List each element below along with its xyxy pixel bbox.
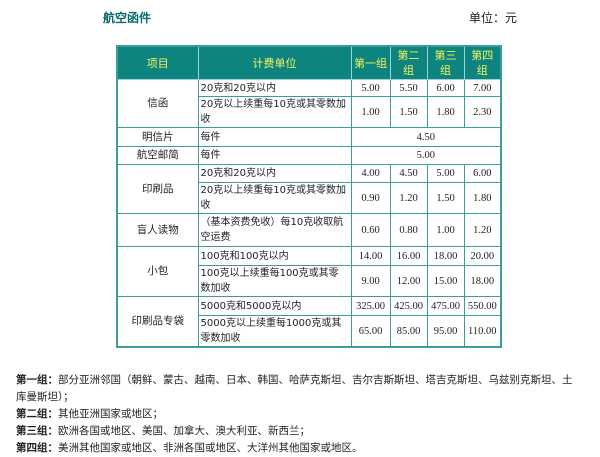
note-text: 欧洲各国或地区、美国、加拿大、澳大利亚、新西兰；	[58, 425, 310, 437]
table-row: 明信片 每件 4.50	[116, 127, 502, 147]
table-row: 100克以上续重每100克或其零数加收 9.00 12.00 15.00 18.…	[117, 265, 502, 297]
item-cell: 印刷品	[116, 164, 199, 214]
note-group3: 第三组：欧洲各国或地区、美国、加拿大、澳大利亚、新西兰；	[16, 423, 576, 440]
item-cell: 盲人读物	[116, 213, 199, 247]
value-cell: 9.00	[350, 265, 391, 297]
unit-cell: （基本资费免收）每10克收取航空运费	[197, 213, 352, 247]
item-cell: 航空邮简	[116, 146, 199, 165]
value-cell: 4.50	[389, 164, 428, 183]
value-cell: 12.00	[389, 265, 428, 297]
note-label: 第三组：	[16, 425, 58, 437]
value-cell: 0.90	[350, 182, 391, 214]
table-row: 印刷品 20克和20克以内 4.00 4.50 5.00 6.00	[116, 164, 502, 214]
header-unit: 计费单位	[197, 45, 352, 80]
unit-cell: 100克和100克以内	[197, 246, 352, 266]
value-cell: 16.00	[389, 246, 428, 266]
value-cell: 15.00	[426, 265, 465, 297]
table-row: 印刷品专袋 5000克和5000克以内 325.00 425.00 475.00…	[116, 296, 502, 348]
item-cell: 明信片	[116, 127, 199, 147]
table-row: 5000克以上续重每1000克或其零数加收 65.00 85.00 95.00 …	[117, 315, 502, 348]
value-cell: 20.00	[463, 246, 502, 266]
value-cell: 1.00	[426, 213, 465, 247]
unit-cell: 5000克和5000克以内	[197, 296, 352, 316]
value-cell: 5.00	[426, 164, 465, 183]
unit-cell: 20克以上续重每10克或其零数加收	[197, 182, 352, 214]
value-cell: 95.00	[426, 315, 465, 348]
unit-cell: 每件	[197, 146, 352, 165]
note-label: 第二组：	[16, 408, 58, 420]
note-group4: 第四组：美洲其他国家或地区、非洲各国或地区、大洋州其他国家或地区。	[16, 440, 576, 457]
value-cell: 475.00	[426, 296, 465, 316]
item-cell: 小包	[116, 246, 199, 297]
table-row: 信函 20克和20克以内 5.00 5.50 6.00 7.00	[116, 79, 502, 128]
value-cell: 1.80	[463, 182, 502, 214]
value-cell: 550.00	[463, 296, 502, 316]
value-cell: 1.20	[463, 213, 502, 247]
unit-cell: 100克以上续重每100克或其零数加收	[197, 265, 352, 297]
table-row: 20克以上续重每10克或其零数加收 1.00 1.50 1.80 2.30	[117, 96, 502, 128]
table-row: 航空邮简 每件 5.00	[116, 146, 502, 165]
note-label: 第四组：	[16, 442, 58, 454]
table-header: 项目 计费单位 第一组 第二组 第三组 第四组	[116, 45, 502, 80]
value-cell: 14.00	[350, 246, 391, 266]
value-cell: 1.20	[389, 182, 428, 214]
note-group1: 第一组：部分亚洲邻国（朝鲜、蒙古、越南、日本、韩国、哈萨克斯坦、吉尔吉斯斯坦、塔…	[16, 372, 576, 406]
unit-cell: 5000克以上续重每1000克或其零数加收	[197, 315, 352, 348]
value-cell: 7.00	[463, 79, 502, 97]
header-group3: 第三组	[426, 45, 465, 80]
note-text: 美洲其他国家或地区、非洲各国或地区、大洋州其他国家或地区。	[58, 442, 363, 454]
note-label: 第一组：	[16, 374, 58, 386]
value-cell: 6.00	[426, 79, 465, 97]
value-cell: 0.60	[350, 213, 391, 247]
table-row: 小包 100克和100克以内 14.00 16.00 18.00 20.00	[116, 246, 502, 297]
item-cell: 印刷品专袋	[116, 296, 199, 348]
page-title: 航空函件	[103, 11, 152, 25]
header-group4: 第四组	[463, 45, 502, 80]
value-cell: 5.00	[350, 146, 502, 165]
value-cell: 425.00	[389, 296, 428, 316]
value-cell: 4.00	[350, 164, 391, 183]
value-cell: 1.80	[426, 96, 465, 128]
value-cell: 65.00	[350, 315, 391, 348]
value-cell: 1.00	[350, 96, 391, 128]
value-cell: 0.80	[389, 213, 428, 247]
value-cell: 1.50	[426, 182, 465, 214]
table-row: 盲人读物 （基本资费免收）每10克收取航空运费 0.60 0.80 1.00 1…	[116, 213, 502, 247]
value-cell: 2.30	[463, 96, 502, 128]
header-group2: 第二组	[389, 45, 428, 80]
note-text: 其他亚洲国家或地区；	[58, 408, 163, 420]
value-cell: 5.00	[350, 79, 391, 97]
unit-cell: 20克和20克以内	[197, 164, 352, 183]
unit-cell: 每件	[197, 127, 352, 147]
header-group1: 第一组	[350, 45, 391, 80]
header-item: 项目	[116, 45, 199, 80]
value-cell: 325.00	[350, 296, 391, 316]
value-cell: 4.50	[350, 127, 502, 147]
note-group2: 第二组：其他亚洲国家或地区；	[16, 406, 576, 423]
value-cell: 85.00	[389, 315, 428, 348]
value-cell: 18.00	[463, 265, 502, 297]
value-cell: 5.50	[389, 79, 428, 97]
airmail-rate-table: 项目 计费单位 第一组 第二组 第三组 第四组 信函 20克和20克以内 5.0…	[116, 45, 502, 348]
group-notes: 第一组：部分亚洲邻国（朝鲜、蒙古、越南、日本、韩国、哈萨克斯坦、吉尔吉斯斯坦、塔…	[16, 372, 576, 457]
unit-label: 单位：元	[469, 11, 518, 25]
note-text: 部分亚洲邻国（朝鲜、蒙古、越南、日本、韩国、哈萨克斯坦、吉尔吉斯斯坦、塔吉克斯坦…	[16, 374, 573, 403]
unit-cell: 20克以上续重每10克或其零数加收	[197, 96, 352, 128]
value-cell: 6.00	[463, 164, 502, 183]
item-cell: 信函	[116, 79, 199, 128]
unit-cell: 20克和20克以内	[197, 79, 352, 97]
value-cell: 18.00	[426, 246, 465, 266]
value-cell: 110.00	[463, 315, 502, 348]
value-cell: 1.50	[389, 96, 428, 128]
